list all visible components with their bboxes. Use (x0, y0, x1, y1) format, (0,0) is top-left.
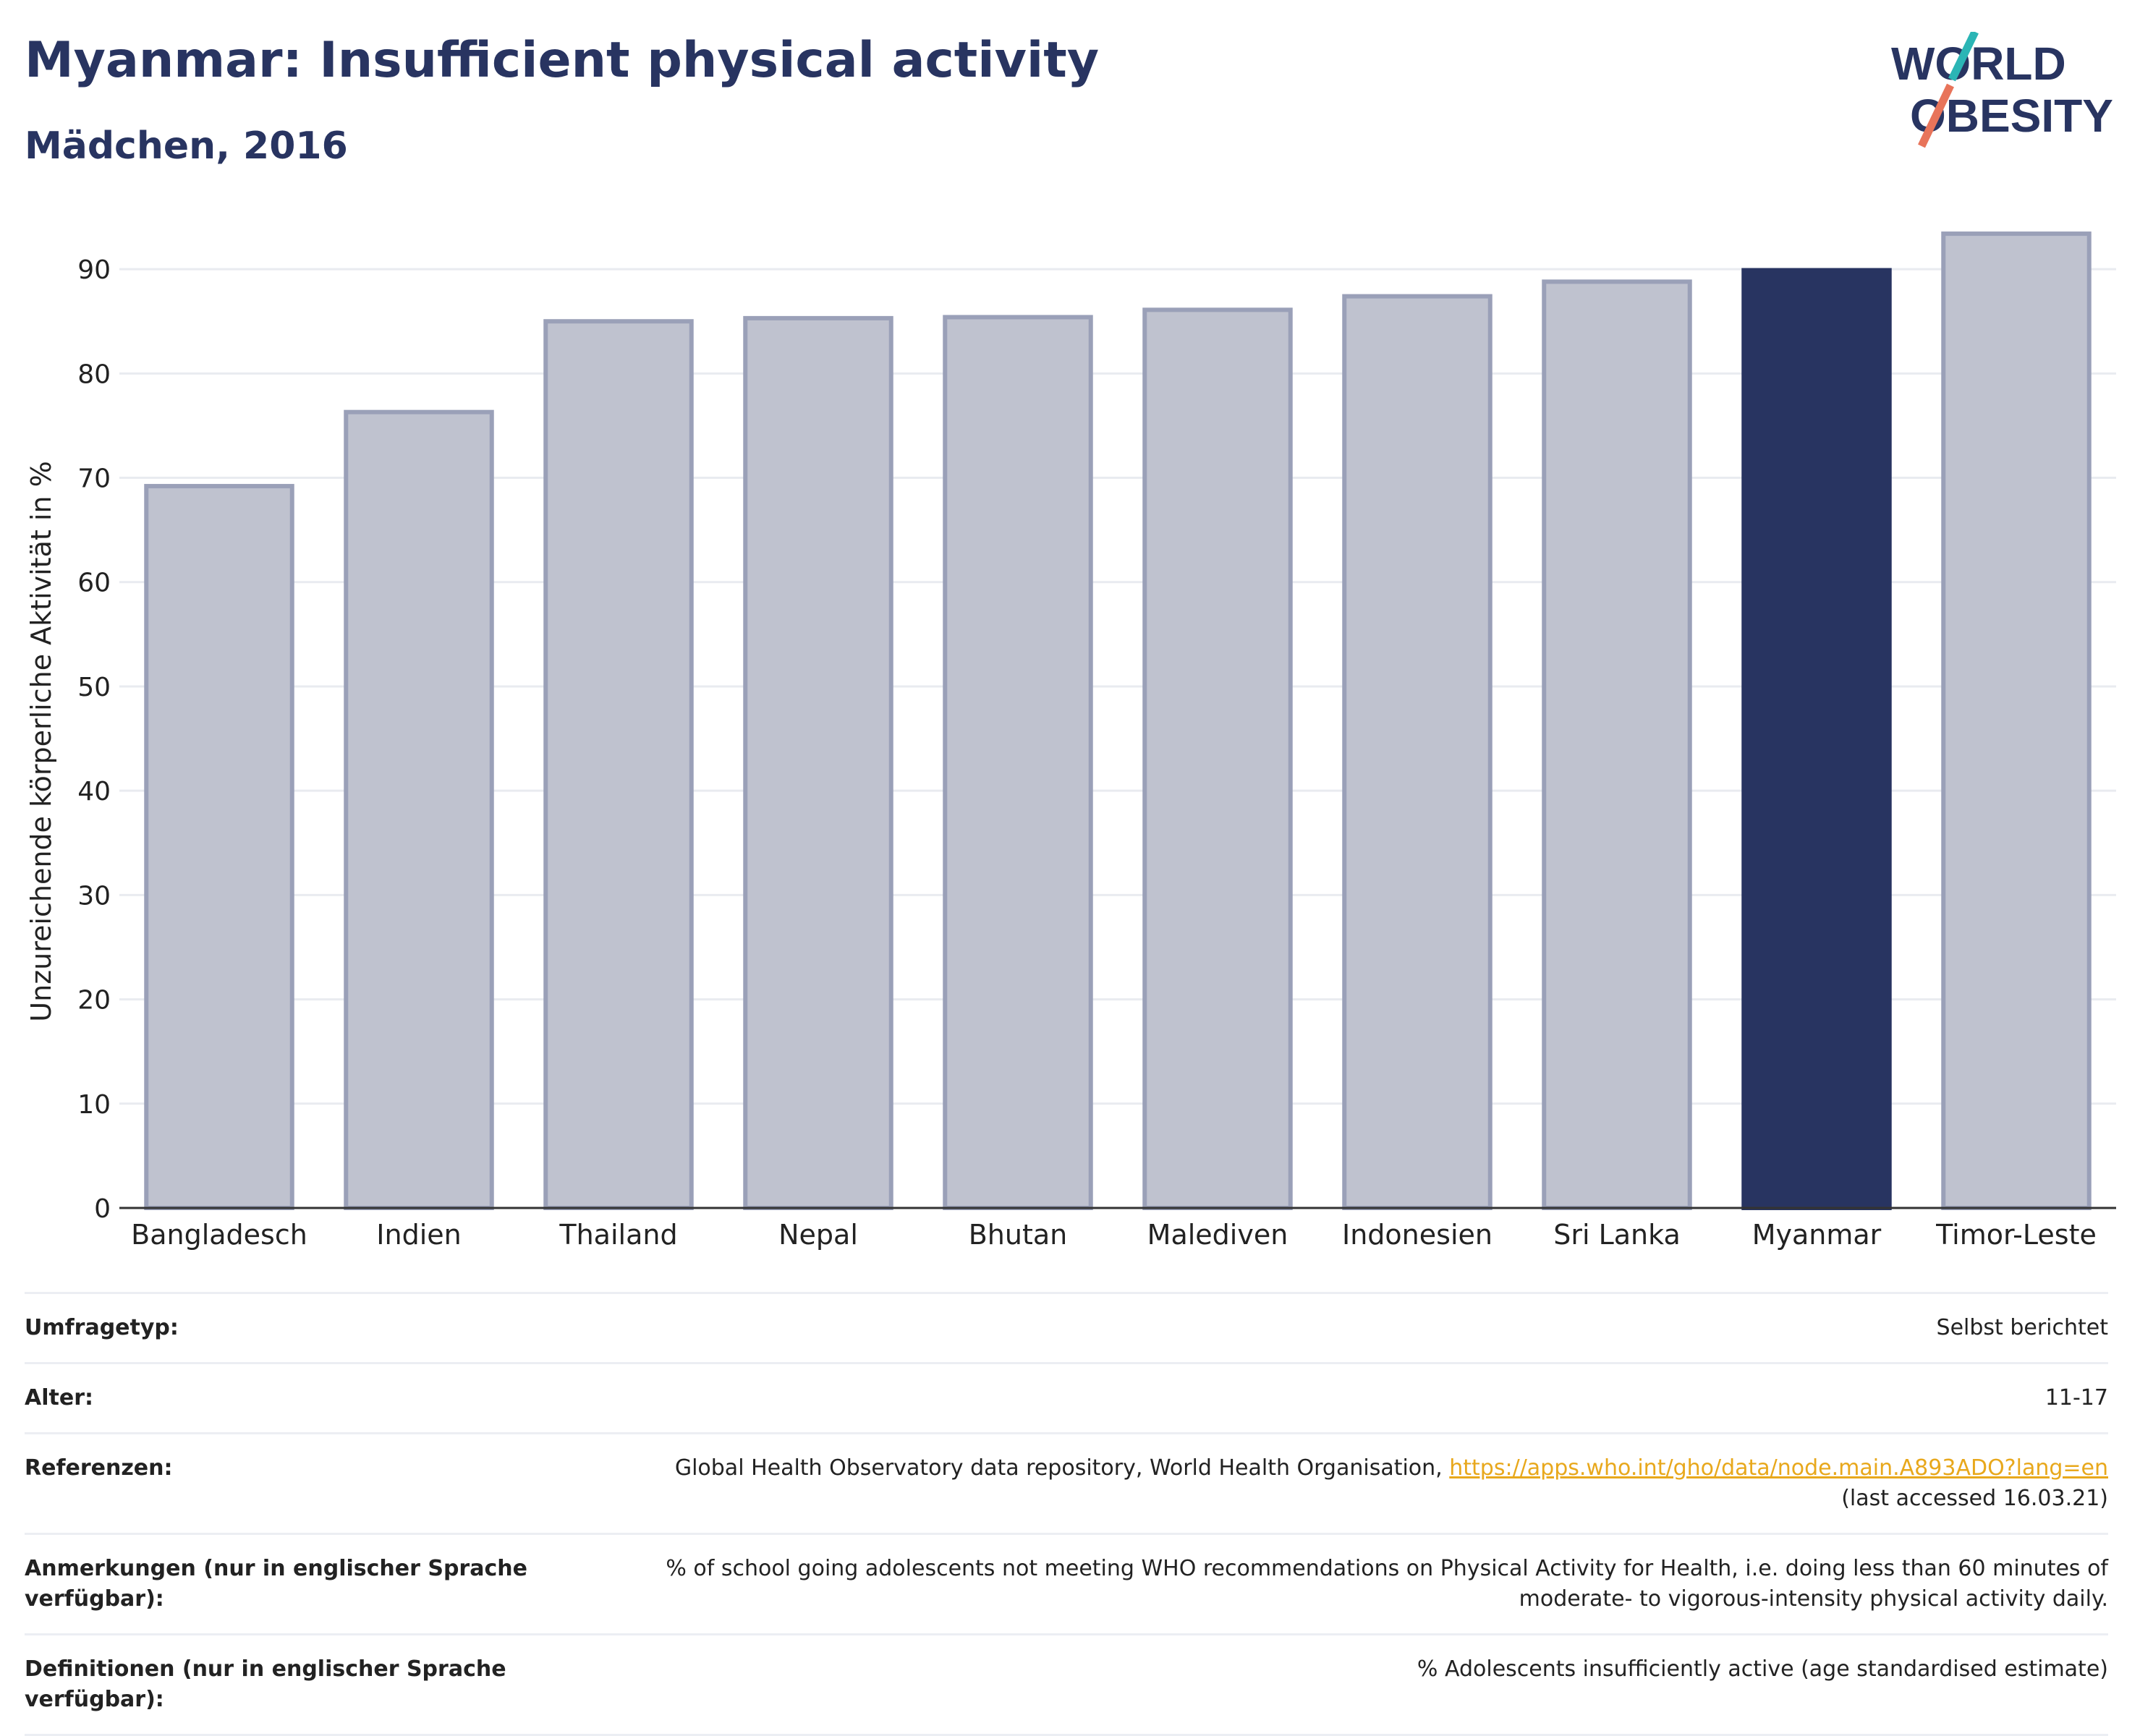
bar-sri-lanka[interactable] (1542, 279, 1692, 1210)
y-tick-label: 0 (94, 1194, 111, 1224)
notes-label: Anmerkungen (nur in englischer Sprache v… (25, 1556, 527, 1612)
bar-myanmar[interactable] (1741, 268, 1892, 1210)
bar-indonesien[interactable] (1342, 294, 1493, 1211)
references-value: Global Health Observatory data repositor… (531, 1453, 2108, 1514)
bar-indien[interactable] (344, 409, 494, 1210)
logo-line1: WORLD (1891, 38, 2066, 90)
page-subtitle: Mädchen, 2016 (25, 124, 348, 168)
bar-thailand[interactable] (543, 319, 694, 1210)
x-tick-label: Indien (376, 1219, 461, 1251)
survey-label: Umfragetyp: (25, 1315, 179, 1340)
x-tick-label: Thailand (559, 1219, 677, 1251)
y-tick-label: 40 (77, 777, 111, 807)
x-tick-label: Malediven (1147, 1219, 1288, 1251)
y-tick-label: 70 (77, 464, 111, 494)
x-tick-label: Indonesien (1342, 1219, 1493, 1251)
y-tick-label: 30 (77, 881, 111, 911)
definitions-value: % Adolescents insufficiently active (age… (1417, 1656, 2108, 1682)
bar-bhutan[interactable] (943, 315, 1093, 1210)
y-axis-ticks: 0 10 20 30 40 50 60 70 80 90 (77, 255, 111, 1224)
bar-malediven[interactable] (1142, 307, 1293, 1210)
references-label: Referenzen: (25, 1455, 173, 1481)
x-axis-ticks: Bangladesch Indien Thailand Nepal Bhutan Male… (131, 1219, 2097, 1251)
x-tick-label: Sri Lanka (1553, 1219, 1681, 1251)
logo-slash-teal (1948, 32, 1979, 82)
metadata-table: Umfragetyp: Selbst berichtet Alter: 11-1… (25, 1292, 2108, 1736)
bar-chart: 0 10 20 30 40 50 60 70 80 90 Bangladesch Indien Tha… (25, 231, 2116, 1251)
x-tick-label: Timor-Leste (1935, 1219, 2097, 1251)
x-tick-label: Bangladesch (131, 1219, 307, 1251)
bars (144, 231, 2092, 1211)
bar-nepal[interactable] (743, 315, 893, 1211)
meta-row-survey: Umfragetyp: Selbst berichtet (25, 1292, 2108, 1362)
age-label: Alter: (25, 1385, 93, 1410)
references-link[interactable]: https://apps.who.int/gho/data/node.main.… (1449, 1455, 2108, 1481)
bar-bangladesch[interactable] (144, 484, 294, 1210)
y-tick-label: 20 (77, 986, 111, 1016)
x-tick-label: Bhutan (969, 1219, 1068, 1251)
y-tick-label: 50 (77, 673, 111, 702)
age-value: 11-17 (2045, 1385, 2108, 1410)
y-tick-label: 10 (77, 1090, 111, 1120)
meta-row-notes: Anmerkungen (nur in englischer Sprache v… (25, 1533, 2108, 1633)
world-obesity-logo: WORLD OBESITY (1891, 32, 2113, 148)
x-tick-label: Myanmar (1752, 1219, 1882, 1251)
y-axis-label: Unzureichende körperliche Aktivität in % (25, 461, 57, 1021)
page-title: Myanmar: Insufficient physical activity (25, 32, 1100, 89)
definitions-label: Definitionen (nur in englischer Sprache … (25, 1656, 506, 1712)
meta-row-references: Referenzen: Global Health Observatory da… (25, 1432, 2108, 1533)
meta-row-definitions: Definitionen (nur in englischer Sprache … (25, 1633, 2108, 1736)
references-text: Global Health Observatory data repositor… (674, 1455, 1443, 1481)
y-tick-label: 60 (77, 569, 111, 598)
y-tick-label: 90 (77, 255, 111, 285)
x-tick-label: Nepal (778, 1219, 858, 1251)
meta-row-age: Alter: 11-17 (25, 1362, 2108, 1432)
survey-value: Selbst berichtet (1936, 1315, 2108, 1340)
notes-value: % of school going adolescents not meetin… (666, 1556, 2108, 1612)
y-tick-label: 80 (77, 359, 111, 389)
bar-timor-leste[interactable] (1941, 231, 2092, 1210)
logo-slash-coral (1918, 83, 1954, 148)
references-accessed: (last accessed 16.03.21) (1841, 1486, 2108, 1511)
